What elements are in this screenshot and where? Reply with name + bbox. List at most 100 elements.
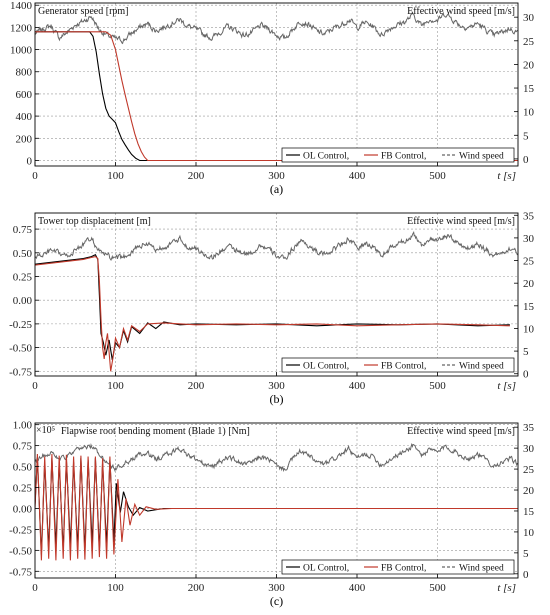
left-axis-title: Tower top displacement [m]	[38, 216, 151, 227]
y2-tick-label: 5	[523, 548, 529, 560]
y2-tick-label: 15	[523, 301, 535, 313]
series-line-fb-control	[35, 31, 518, 162]
right-axis-title: Effective wind speed [m/s]	[407, 426, 515, 437]
x-tick-label: 400	[349, 380, 366, 392]
x-tick-label: 100	[107, 380, 124, 392]
legend-label: OL Control,	[303, 362, 349, 372]
y2-tick-label: 10	[523, 527, 535, 539]
y-tick-label: 1.00	[13, 420, 33, 432]
x-tick-label: 0	[32, 170, 38, 182]
x-tick-label: 200	[188, 582, 205, 594]
y2-tick-label: 20	[523, 278, 535, 290]
series-line-wind-speed	[35, 231, 518, 262]
y-tick-label: 1000	[10, 45, 33, 57]
scale-label: ×10⁵	[36, 425, 55, 436]
legend-box	[281, 147, 515, 163]
chart-panel-3: 0 100 200 300 400 500 t [s]-0.75-0.50-0.250.00…	[9, 420, 534, 608]
y-tick-label: -0.75	[9, 366, 32, 378]
y-tick-label: 1400	[10, 0, 33, 12]
x-tick-label: 500	[429, 170, 446, 182]
grid	[35, 423, 518, 578]
series-line-fb-control	[35, 256, 510, 372]
y-tick-label: 600	[16, 89, 33, 101]
y-tick-label: 0.00	[13, 295, 33, 307]
y-tick-label: 0.50	[13, 462, 33, 474]
y-tick-label: -0.25	[9, 319, 32, 331]
y-tick-label: 0.75	[13, 441, 33, 453]
y2-tick-label: 30	[523, 12, 535, 24]
x-tick-label: 100	[107, 170, 124, 182]
x-tick-label: 100	[107, 582, 124, 594]
y-tick-label: -0.50	[9, 343, 32, 355]
chart-panel-1: 0 100 200 300 400 500 t [s]0200400600800100012…	[10, 0, 535, 196]
x-tick-label: 0	[32, 380, 38, 392]
y2-tick-label: 25	[523, 256, 535, 268]
right-axis-title: Effective wind speed [m/s]	[407, 216, 515, 227]
y2-tick-label: 20	[523, 485, 535, 497]
x-tick-label: 0	[32, 582, 38, 594]
x-tick-label: 500	[429, 582, 446, 594]
x-tick-label: 300	[268, 170, 285, 182]
x-axis-label: t [s]	[497, 380, 516, 392]
series-line-ol-control	[35, 31, 518, 162]
x-tick-label: 200	[188, 170, 205, 182]
left-axis-title: Generator speed [rpm]	[38, 6, 129, 17]
x-tick-label: 400	[349, 582, 366, 594]
series-line-wind-speed	[35, 442, 518, 473]
legend-label: OL Control,	[303, 152, 349, 162]
y-tick-label: 0.25	[13, 271, 33, 283]
y2-tick-label: 0	[523, 369, 529, 381]
x-tick-label: 400	[349, 170, 366, 182]
legend: OL Control, FB Control, Wind speed	[281, 559, 515, 575]
y-tick-label: 0.00	[13, 503, 33, 515]
grid	[35, 213, 518, 376]
series-line-ol-control	[35, 253, 510, 361]
x-tick-label: 200	[188, 380, 205, 392]
y2-tick-label: 10	[523, 107, 535, 119]
panel-label: (c)	[270, 594, 283, 608]
legend-box	[281, 559, 515, 575]
x-tick-label: 300	[268, 582, 285, 594]
left-axis-title: Flapwise root bending moment (Blade 1) […	[61, 426, 250, 437]
legend-label: OL Control,	[303, 564, 349, 574]
plot-area	[35, 231, 518, 372]
y-tick-label: 1200	[10, 22, 33, 34]
y2-tick-label: 25	[523, 464, 535, 476]
legend-label: Wind speed	[459, 564, 504, 574]
y-tick-label: -0.75	[9, 566, 32, 578]
y2-tick-label: 0	[523, 569, 529, 581]
y2-tick-label: 25	[523, 36, 535, 48]
y2-tick-label: 5	[523, 346, 529, 358]
grid	[35, 3, 518, 166]
plot-area	[35, 11, 518, 162]
legend-label: FB Control,	[381, 362, 426, 372]
x-tick-label: 300	[268, 380, 285, 392]
y2-tick-label: 10	[523, 323, 535, 335]
y2-tick-label: 0	[523, 154, 529, 166]
y2-tick-label: 15	[523, 506, 535, 518]
x-tick-label: 500	[429, 380, 446, 392]
y2-tick-label: 5	[523, 130, 529, 142]
y2-tick-label: 35	[523, 210, 535, 222]
y-tick-label: 200	[16, 133, 33, 145]
plot-area	[35, 442, 518, 561]
y-tick-label: -0.50	[9, 545, 32, 557]
y-tick-label: 0.50	[13, 248, 33, 260]
y-tick-label: 0.25	[13, 483, 33, 495]
series-line-fb-control	[35, 453, 518, 561]
legend-label: Wind speed	[459, 152, 504, 162]
panel-label: (b)	[270, 392, 284, 406]
y-tick-label: -0.25	[9, 524, 32, 536]
legend-box	[281, 357, 515, 373]
y2-tick-label: 20	[523, 59, 535, 71]
y2-tick-label: 15	[523, 83, 535, 95]
legend: OL Control, FB Control, Wind speed	[281, 357, 515, 373]
legend-label: Wind speed	[459, 362, 504, 372]
x-axis-label: t [s]	[497, 582, 516, 594]
y2-tick-label: 35	[523, 422, 535, 434]
y-tick-label: 0.75	[13, 224, 33, 236]
y-tick-label: 400	[16, 111, 33, 123]
series-line-wind-speed	[35, 11, 518, 45]
y-tick-label: 0	[27, 155, 33, 167]
